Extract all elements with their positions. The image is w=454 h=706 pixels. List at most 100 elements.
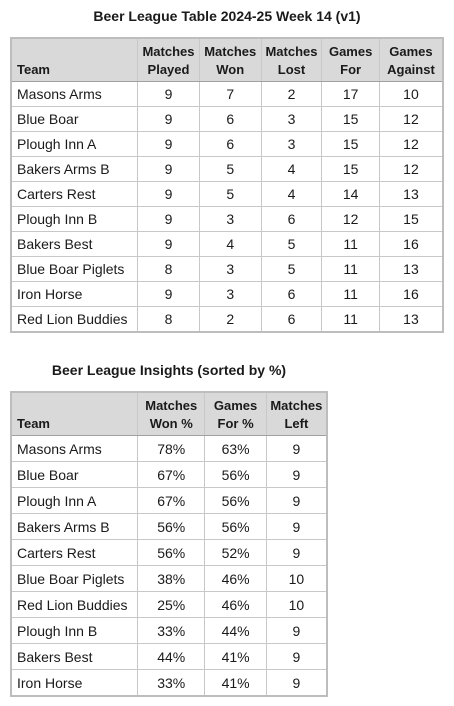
- table-cell: 15: [321, 156, 380, 182]
- insights-table-column-header-line: Team: [17, 416, 50, 431]
- table-cell: 67%: [137, 461, 206, 488]
- league-table-header-row: Team Matches Played Matches Won Matches Lost Ga…: [10, 37, 444, 82]
- table-cell: 9: [265, 461, 328, 488]
- insights-table-header-row: Team Matches Won % Games For % Matches Left: [10, 391, 328, 436]
- table-cell: 16: [378, 231, 444, 257]
- table-cell: 3: [260, 106, 323, 132]
- league-table-column-header-line: Games: [389, 44, 433, 59]
- league-table-column-header: Matches Played: [137, 37, 200, 82]
- table-row: Plough Inn B 33% 44% 9: [10, 617, 328, 644]
- table-cell: 14: [321, 181, 380, 207]
- league-table-column-header-line: Matches: [204, 44, 257, 59]
- team-name-cell: Plough Inn A: [10, 487, 139, 514]
- insights-table-column-header-line: Won %: [149, 416, 193, 431]
- insights-table-body: Masons Arms 78% 63% 9 Blue Boar 67% 56% 9 Plough…: [10, 435, 328, 697]
- league-table-column-header-line: Played: [147, 62, 190, 77]
- table-cell: 13: [378, 256, 444, 282]
- team-name-cell: Iron Horse: [10, 281, 139, 307]
- table-cell: 5: [260, 256, 323, 282]
- table-cell: 9: [137, 281, 200, 307]
- table-cell: 6: [260, 306, 323, 333]
- table-cell: 15: [321, 131, 380, 157]
- table-row: Bakers Arms B 9 5 4 15 12: [10, 156, 444, 182]
- league-table-body: Masons Arms 9 7 2 17 10 Blue Boar 9 6 3 15 12 Plough…: [10, 81, 444, 333]
- table-row: Blue Boar 67% 56% 9: [10, 461, 328, 488]
- table-cell: 16: [378, 281, 444, 307]
- table-row: Masons Arms 78% 63% 9: [10, 435, 328, 462]
- table-row: Bakers Best 9 4 5 11 16: [10, 231, 444, 257]
- table-cell: 33%: [137, 617, 206, 644]
- team-name-cell: Plough Inn B: [10, 617, 139, 644]
- table-cell: 25%: [137, 591, 206, 618]
- table-cell: 3: [198, 281, 262, 307]
- table-row: Masons Arms 9 7 2 17 10: [10, 81, 444, 107]
- league-table-column-header: Matches Won: [198, 37, 262, 82]
- team-name-cell: Bakers Arms B: [10, 513, 139, 540]
- table-cell: 5: [198, 156, 262, 182]
- team-name-cell: Plough Inn A: [10, 131, 139, 157]
- league-table-column-header: Games For: [321, 37, 380, 82]
- table-cell: 33%: [137, 669, 206, 697]
- table-row: Iron Horse 9 3 6 11 16: [10, 281, 444, 307]
- team-name-cell: Masons Arms: [10, 435, 139, 462]
- table-cell: 15: [321, 106, 380, 132]
- table-cell: 9: [265, 669, 328, 697]
- table-cell: 9: [137, 106, 200, 132]
- insights-table-column-header: Games For %: [204, 391, 267, 436]
- table-cell: 3: [260, 131, 323, 157]
- insights-table: Team Matches Won % Games For % Matches Left Ma…: [10, 391, 328, 697]
- table-cell: 4: [260, 181, 323, 207]
- insights-table-column-header-line: Matches: [270, 398, 323, 413]
- league-table-column-header-line: Team: [17, 62, 50, 77]
- table-cell: 10: [265, 565, 328, 592]
- table-cell: 6: [198, 131, 262, 157]
- table-cell: 11: [321, 231, 380, 257]
- table-cell: 3: [198, 256, 262, 282]
- table-cell: 11: [321, 281, 380, 307]
- table-cell: 78%: [137, 435, 206, 462]
- team-name-cell: Iron Horse: [10, 669, 139, 697]
- table-cell: 9: [265, 513, 328, 540]
- league-table-column-header-line: Matches: [265, 44, 318, 59]
- table-cell: 9: [265, 539, 328, 566]
- table-cell: 17: [321, 81, 380, 107]
- insights-table-column-header-line: For %: [217, 416, 254, 431]
- table-cell: 56%: [204, 513, 267, 540]
- table-cell: 56%: [137, 513, 206, 540]
- table-cell: 10: [378, 81, 444, 107]
- table-row: Bakers Best 44% 41% 9: [10, 643, 328, 670]
- table-cell: 9: [137, 206, 200, 232]
- table-cell: 2: [260, 81, 323, 107]
- table-row: Plough Inn A 9 6 3 15 12: [10, 131, 444, 157]
- insights-table-column-header-line: Matches: [145, 398, 198, 413]
- table-cell: 9: [265, 617, 328, 644]
- team-name-cell: Blue Boar: [10, 461, 139, 488]
- team-name-cell: Blue Boar Piglets: [10, 256, 139, 282]
- table-cell: 12: [378, 106, 444, 132]
- table-cell: 11: [321, 256, 380, 282]
- table-cell: 56%: [204, 461, 267, 488]
- table-cell: 6: [198, 106, 262, 132]
- table-row: Bakers Arms B 56% 56% 9: [10, 513, 328, 540]
- table-cell: 67%: [137, 487, 206, 514]
- team-name-cell: Plough Inn B: [10, 206, 139, 232]
- table-cell: 8: [137, 306, 200, 333]
- table-cell: 8: [137, 256, 200, 282]
- table-row: Blue Boar 9 6 3 15 12: [10, 106, 444, 132]
- team-name-cell: Blue Boar Piglets: [10, 565, 139, 592]
- league-table: Team Matches Played Matches Won Matches Lost Ga…: [10, 37, 444, 333]
- team-name-cell: Bakers Best: [10, 643, 139, 670]
- table-cell: 9: [137, 131, 200, 157]
- league-table-column-header-line: Matches: [142, 44, 195, 59]
- table-cell: 12: [378, 131, 444, 157]
- table-cell: 44%: [204, 617, 267, 644]
- table-row: Plough Inn B 9 3 6 12 15: [10, 206, 444, 232]
- table-cell: 9: [137, 81, 200, 107]
- table-cell: 41%: [204, 643, 267, 670]
- table-cell: 9: [265, 643, 328, 670]
- table-cell: 7: [198, 81, 262, 107]
- table-cell: 6: [260, 281, 323, 307]
- team-name-cell: Blue Boar: [10, 106, 139, 132]
- table-cell: 9: [265, 435, 328, 462]
- league-table-column-header-line: Won: [216, 62, 245, 77]
